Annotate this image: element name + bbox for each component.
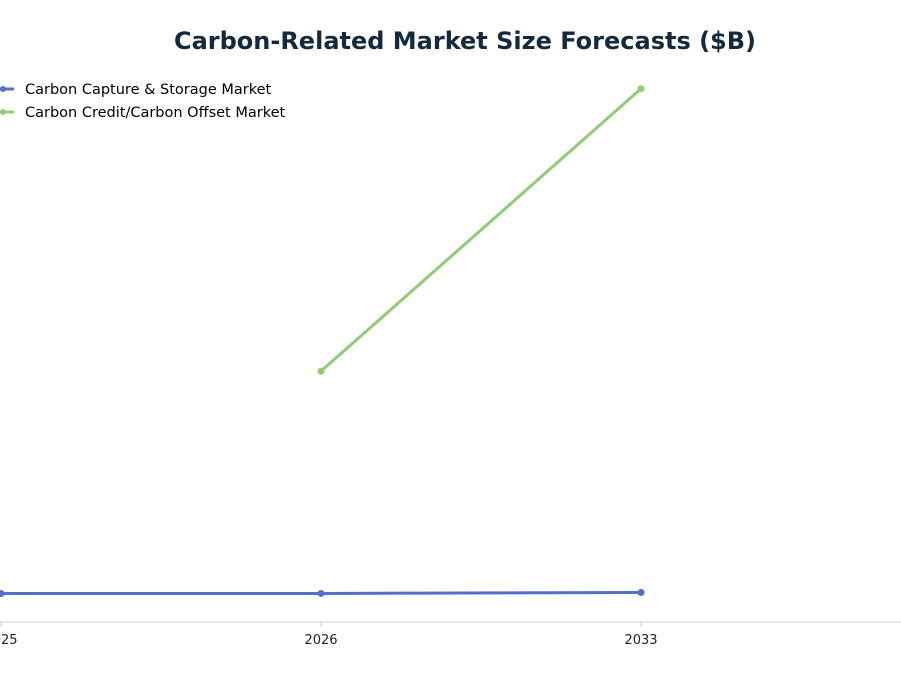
series-2 bbox=[317, 85, 645, 375]
legend-label: Carbon Capture & Storage Market bbox=[25, 82, 272, 98]
legend-marker bbox=[0, 86, 6, 92]
series-line bbox=[320, 87, 642, 373]
legend-item: Carbon Capture & Storage Market bbox=[0, 82, 272, 98]
x-tick-label: 2025 bbox=[0, 633, 18, 648]
data-point bbox=[0, 590, 5, 598]
series-1 bbox=[0, 589, 645, 598]
x-tick-label: 2026 bbox=[304, 633, 337, 648]
legend-marker bbox=[0, 109, 6, 115]
data-point bbox=[317, 367, 325, 375]
legend: Carbon Capture & Storage Market Carbon Cr… bbox=[0, 82, 286, 121]
chart-title: Carbon-Related Market Size Forecasts ($B… bbox=[174, 27, 756, 55]
x-tick-label: 2033 bbox=[624, 633, 657, 648]
legend-item: Carbon Credit/Carbon Offset Market bbox=[0, 105, 286, 121]
data-point bbox=[637, 589, 645, 597]
legend-label: Carbon Credit/Carbon Offset Market bbox=[25, 105, 286, 121]
data-point bbox=[637, 85, 645, 93]
data-point bbox=[317, 589, 325, 597]
series-layer bbox=[0, 85, 645, 598]
x-axis-ticks: 2025 2026 2033 bbox=[0, 622, 658, 648]
